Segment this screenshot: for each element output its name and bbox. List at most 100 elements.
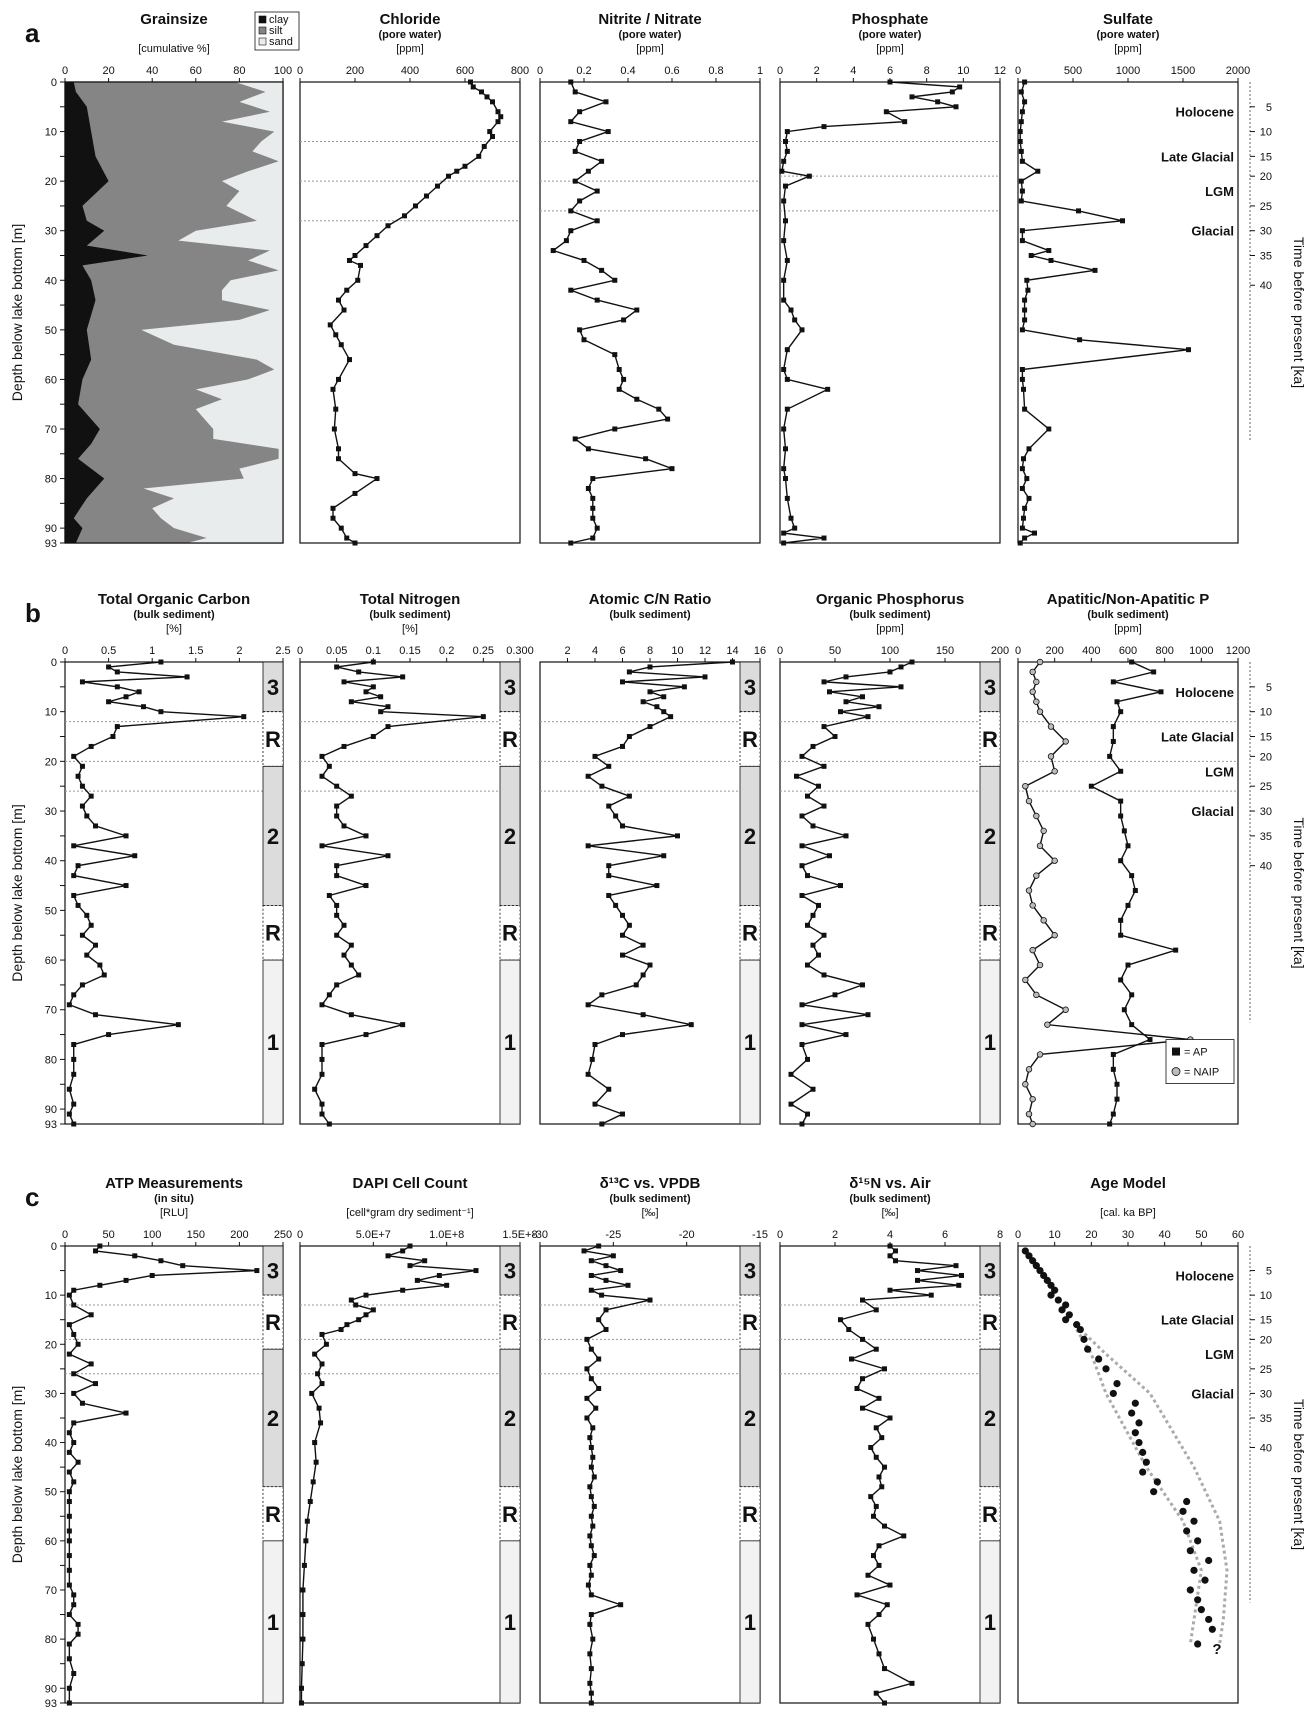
- panel-subtitle: (pore water): [379, 29, 442, 41]
- data-point: [158, 660, 163, 665]
- data-point: [413, 203, 418, 208]
- data-point: [915, 1268, 920, 1273]
- data-point: [587, 1622, 592, 1627]
- data-point: [811, 744, 816, 749]
- data-point: [648, 689, 653, 694]
- age-point: [1194, 1596, 1201, 1603]
- data-point: [800, 843, 805, 848]
- data-point: [611, 1253, 616, 1258]
- panel-subtitle: (bulk sediment): [609, 609, 691, 621]
- data-point: [882, 1465, 887, 1470]
- data-point: [785, 407, 790, 412]
- x-tick-label: 60: [190, 65, 202, 77]
- data-point: [871, 1637, 876, 1642]
- x-tick-label: 0.6: [664, 65, 679, 77]
- x-tick-label: 0.8: [708, 65, 723, 77]
- data-point: [882, 1524, 887, 1529]
- data-point: [586, 486, 591, 491]
- data-point: [67, 1002, 72, 1007]
- y-axis-label: Depth below lake bottom [m]: [9, 224, 25, 401]
- data-point: [1018, 541, 1023, 546]
- data-point: [364, 833, 369, 838]
- data-point: [860, 694, 865, 699]
- depth-tick-label: 40: [45, 275, 57, 287]
- data-point: [328, 322, 333, 327]
- data-point: [792, 317, 797, 322]
- data-point: [811, 913, 816, 918]
- data-point: [935, 99, 940, 104]
- data-point: [590, 496, 595, 501]
- data-point: [124, 1411, 129, 1416]
- depth-tick-label: 60: [45, 1536, 57, 1548]
- data-point: [838, 709, 843, 714]
- series-line: [841, 1246, 962, 1703]
- age-point: [1187, 1586, 1194, 1593]
- data-point: [592, 1474, 597, 1479]
- period-label: Holocene: [1175, 685, 1234, 700]
- data-point: [435, 184, 440, 189]
- data-point: [141, 704, 146, 709]
- data-point: [596, 1386, 601, 1391]
- data-point: [589, 1494, 594, 1499]
- data-point: [573, 149, 578, 154]
- panel-title: Apatitic/Non-Apatitic P: [1047, 591, 1210, 608]
- data-point: [1018, 139, 1023, 144]
- data-point: [874, 1455, 879, 1460]
- data-point: [67, 1529, 72, 1534]
- question-mark: ?: [1212, 1641, 1221, 1658]
- period-label: Late Glacial: [1161, 149, 1234, 164]
- time-tick-label: 25: [1260, 201, 1272, 213]
- data-point: [822, 972, 827, 977]
- data-point: [1023, 977, 1029, 983]
- data-point: [1129, 660, 1134, 665]
- data-point: [1024, 476, 1029, 481]
- panel-age: Age Model[cal. ka BP]0102030405060?Holoc…: [1015, 1175, 1244, 1703]
- data-point: [899, 664, 904, 669]
- data-point: [1041, 918, 1047, 924]
- x-tick-label: 2.5: [275, 645, 290, 657]
- data-point: [620, 933, 625, 938]
- data-point: [822, 933, 827, 938]
- panel-unit: [ppm]: [876, 623, 904, 635]
- x-tick-label: 800: [1155, 645, 1173, 657]
- data-point: [1093, 268, 1098, 273]
- x-tick-label: 0.2: [576, 65, 591, 77]
- x-tick-label: 1.5: [188, 645, 203, 657]
- data-point: [822, 124, 827, 129]
- data-point: [1030, 1096, 1036, 1102]
- data-point: [800, 1042, 805, 1047]
- age-point: [1201, 1577, 1208, 1584]
- panel-cn: Atomic C/N Ratio(bulk sediment)246810121…: [540, 591, 766, 1127]
- x-tick-label: 600: [1119, 645, 1137, 657]
- age-point: [1187, 1547, 1194, 1554]
- data-point: [386, 724, 391, 729]
- panel-subtitle: (bulk sediment): [369, 609, 451, 621]
- data-point: [110, 734, 115, 739]
- data-point: [833, 734, 838, 739]
- data-point: [564, 238, 569, 243]
- data-point: [1020, 466, 1025, 471]
- zone-label: R: [265, 727, 281, 752]
- zone-label: 2: [984, 824, 996, 849]
- data-point: [641, 1012, 646, 1017]
- data-point: [1022, 308, 1027, 313]
- age-point: [1055, 1296, 1062, 1303]
- data-point: [617, 387, 622, 392]
- depth-tick-label: 30: [45, 1388, 57, 1400]
- data-point: [589, 1592, 594, 1597]
- data-point: [67, 1538, 72, 1543]
- panel-subtitle: (in situ): [154, 1193, 194, 1205]
- data-point: [1118, 769, 1123, 774]
- panel-d13c: δ¹³C vs. VPDB(bulk sediment)[‰]-30-25-20…: [532, 1175, 768, 1706]
- panel-unit: [ppm]: [396, 43, 424, 55]
- data-point: [800, 327, 805, 332]
- data-point: [1126, 963, 1131, 968]
- data-point: [320, 1002, 325, 1007]
- data-point: [634, 308, 639, 313]
- data-point: [783, 446, 788, 451]
- data-point: [1020, 228, 1025, 233]
- data-point: [902, 119, 907, 124]
- data-point: [299, 1701, 304, 1706]
- data-point: [342, 744, 347, 749]
- data-point: [641, 972, 646, 977]
